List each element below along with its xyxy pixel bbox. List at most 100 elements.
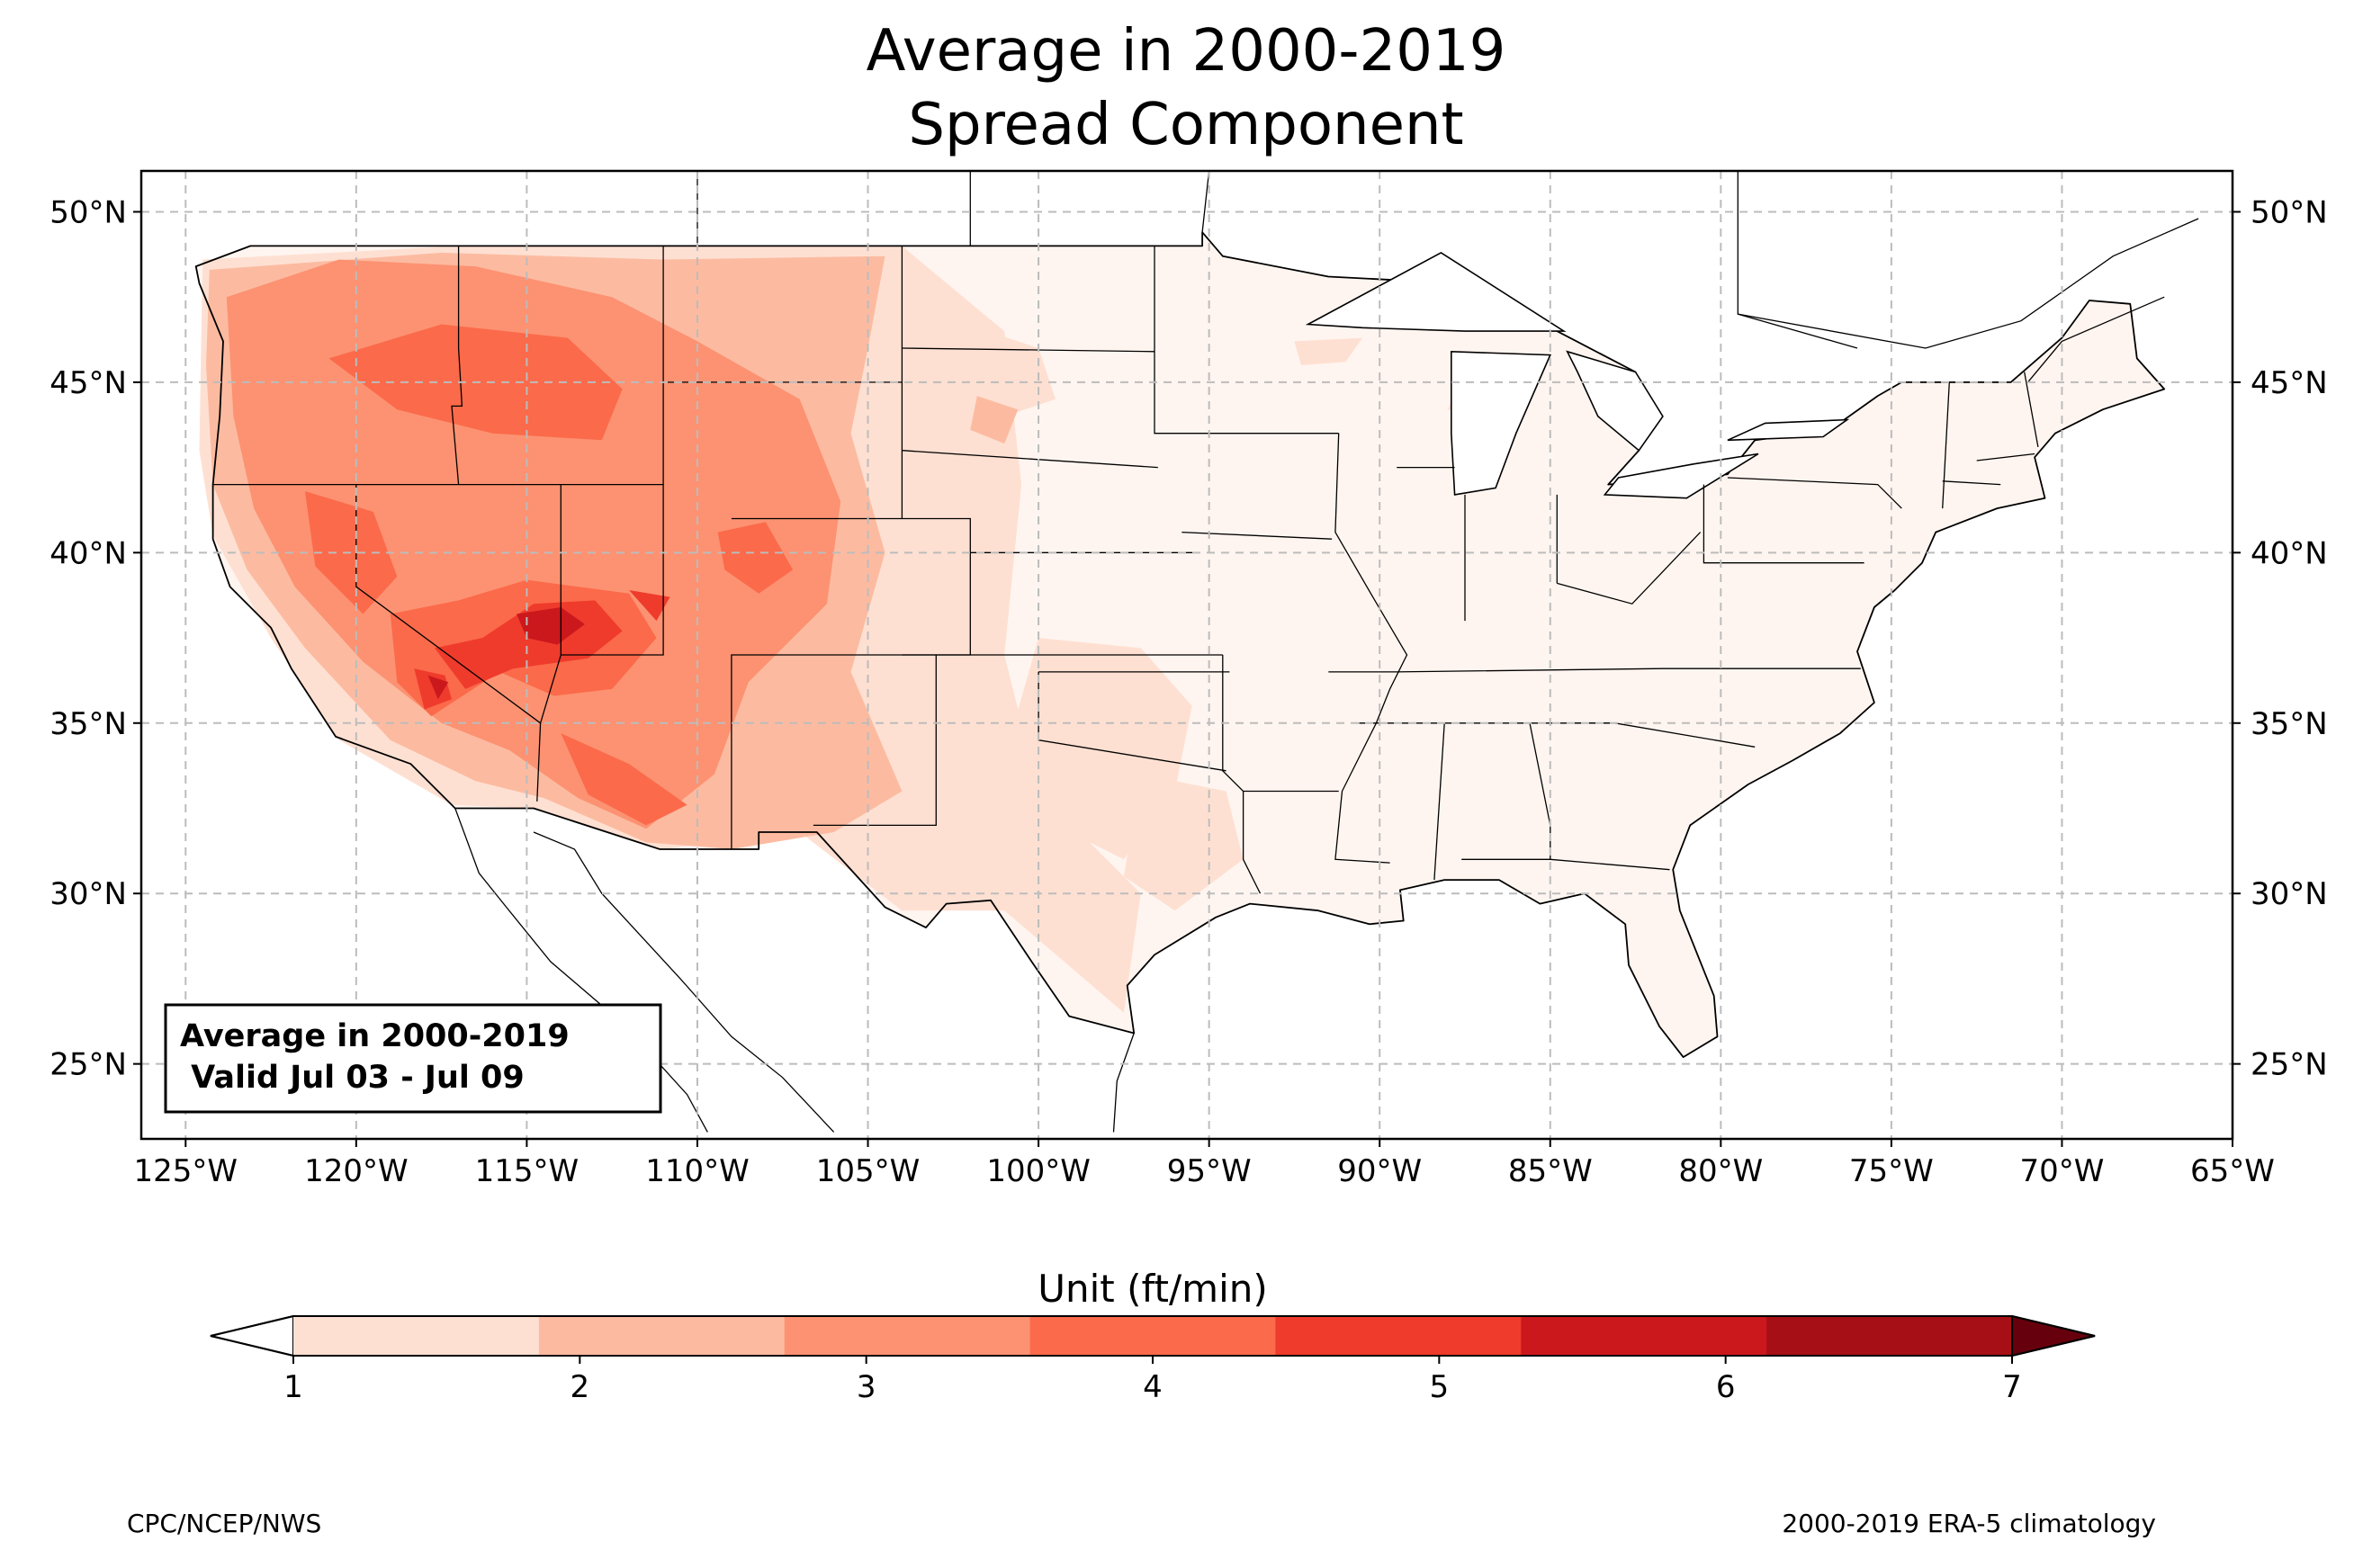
contour-level-4: [561, 733, 687, 826]
colorbar-segment-4: [1029, 1316, 1276, 1356]
colorbar-tick-label: 5: [1430, 1369, 1450, 1405]
state-border-4: [536, 484, 562, 802]
lon-tick-label: 120°W: [304, 1153, 409, 1189]
lon-tick-label: 75°W: [1849, 1153, 1934, 1189]
map-frame: [139, 169, 2234, 1141]
colorbar-label: Unit (ft/min): [1038, 1267, 1268, 1311]
lat-tick-label-left: 25°N: [49, 1047, 127, 1083]
lat-tick-label-right: 35°N: [2251, 706, 2328, 742]
lat-tick-label-right: 45°N: [2251, 365, 2328, 401]
colorbar-tick-label: 6: [1716, 1369, 1736, 1405]
contour-level-4: [717, 522, 794, 594]
great-lake-2: [1451, 350, 1552, 496]
state-border-36: [1557, 532, 1702, 605]
colorbar-segment-6: [1521, 1316, 1767, 1356]
lon-tick-label: 65°W: [2190, 1153, 2275, 1189]
lat-tick-label-right: 40°N: [2251, 535, 2328, 571]
canada-border-6: [1738, 218, 2199, 349]
canada-border-5: [2027, 296, 2165, 383]
colorbar-extend-under: [210, 1314, 294, 1357]
lon-tick-label: 95°W: [1167, 1153, 1252, 1189]
state-border-17: [1182, 531, 1333, 540]
lon-tick-label: 105°W: [816, 1153, 921, 1189]
colorbar-tick-label: 3: [857, 1369, 876, 1405]
canada-border-1: [1201, 171, 1210, 233]
state-border-10: [902, 347, 1155, 353]
chart-title-line1: Average in 2000-2019: [867, 18, 1506, 85]
great-lake-1: [1305, 251, 1567, 332]
colorbar-segment-7: [1766, 1316, 2013, 1356]
state-border-31: [1942, 480, 2001, 486]
valid-date-box-line1: Average in 2000-2019: [180, 1018, 570, 1054]
lat-tick-label-right: 25°N: [2251, 1047, 2328, 1083]
colorbar: Unit (ft/min) 1 2 3 4 5 6 7: [210, 1267, 2096, 1405]
valid-date-box-frame: [164, 1003, 662, 1114]
colorbar-segments: [210, 1314, 2096, 1357]
state-border-16: [1154, 246, 1339, 435]
contour-level-5: [629, 590, 670, 622]
graticule: [141, 171, 2233, 1139]
longitude-ticks: 125°W 120°W 115°W 110°W 105°W 100°W 95°W 90°W 85…: [134, 1139, 2275, 1189]
state-border-29: [1727, 477, 1902, 509]
state-border-23: [1461, 722, 1551, 860]
map-clip-group: [141, 171, 2233, 1139]
state-border-24: [1550, 858, 1670, 871]
lon-tick-label: 110°W: [645, 1153, 750, 1189]
state-border-34: [1334, 433, 1408, 864]
lon-tick-label: 100°W: [986, 1153, 1091, 1189]
latitude-ticks: 50°N 50°N 45°N 45°N 40°N 40°N 35°N 35°N 30°N 30°N…: [49, 194, 2327, 1082]
contour-level-1: [936, 314, 1056, 417]
lon-tick-label: 70°W: [2019, 1153, 2104, 1189]
mexico-coast-1: [533, 831, 835, 1133]
contour-level-5: [414, 668, 452, 710]
state-border-33: [2024, 372, 2039, 448]
footer-source: CPC/NCEP/NWS: [127, 1509, 321, 1538]
colorbar-segment-1: [293, 1316, 540, 1356]
colorbar-extend-over: [2011, 1314, 2096, 1357]
lon-tick-label: 90°W: [1337, 1153, 1422, 1189]
contour-level-3: [226, 259, 841, 829]
lat-tick-label-left: 30°N: [49, 876, 127, 912]
state-border-9: [813, 654, 937, 827]
mexico-coast-4: [1431, 1138, 1433, 1139]
lat-tick-label-right: 30°N: [2251, 876, 2328, 912]
mexico-coast-3: [1112, 1033, 1135, 1133]
state-border-32: [1976, 452, 2035, 461]
state-border-22: [1433, 722, 1445, 881]
contour-level-2: [970, 396, 1019, 444]
contour-level-1: [1123, 774, 1244, 911]
colorbar-segment-2: [538, 1316, 786, 1356]
lat-tick-label-left: 35°N: [49, 706, 127, 742]
state-border-19: [1328, 668, 1861, 673]
lon-tick-label: 115°W: [475, 1153, 580, 1189]
lon-tick-label: 85°W: [1508, 1153, 1593, 1189]
mexico-coast-2: [454, 808, 708, 1133]
contour-level-4: [305, 491, 398, 614]
contour-level-6: [427, 675, 449, 700]
lat-tick-label-left: 45°N: [49, 365, 127, 401]
contour-level-6: [517, 607, 585, 645]
colorbar-segment-5: [1275, 1316, 1522, 1356]
map-panel: 125°W 120°W 115°W 110°W 105°W 100°W 95°W 90°W 85…: [49, 169, 2328, 1189]
lat-tick-label-left: 40°N: [49, 535, 127, 571]
lon-tick-label: 80°W: [1678, 1153, 1763, 1189]
lat-tick-label-left: 50°N: [49, 194, 127, 230]
state-border-30: [1942, 381, 1950, 509]
colorbar-ticks: 1 2 3 4 5 6 7: [283, 1356, 2022, 1405]
valid-date-box: Average in 2000-2019 Valid Jul 03 - Jul …: [164, 1003, 662, 1114]
contour-level-1: [1294, 337, 1363, 365]
spread-field-contours: [199, 246, 1516, 1013]
state-border-1: [451, 246, 463, 485]
colorbar-segment-3: [784, 1316, 1031, 1356]
state-border-11: [902, 450, 1158, 469]
footer-climatology: 2000-2019 ERA-5 climatology: [1782, 1509, 2156, 1538]
chart-title-line2: Spread Component: [908, 92, 1463, 158]
lat-tick-label-right: 50°N: [2251, 194, 2328, 230]
colorbar-tick-label: 1: [283, 1369, 303, 1405]
colorbar-tick-label: 2: [571, 1369, 590, 1405]
lon-tick-label: 125°W: [134, 1153, 238, 1189]
coastlines-and-borders: [194, 171, 2199, 1139]
valid-date-box-line2: Valid Jul 03 - Jul 09: [180, 1060, 525, 1096]
great-lake-5: [1727, 418, 1850, 442]
